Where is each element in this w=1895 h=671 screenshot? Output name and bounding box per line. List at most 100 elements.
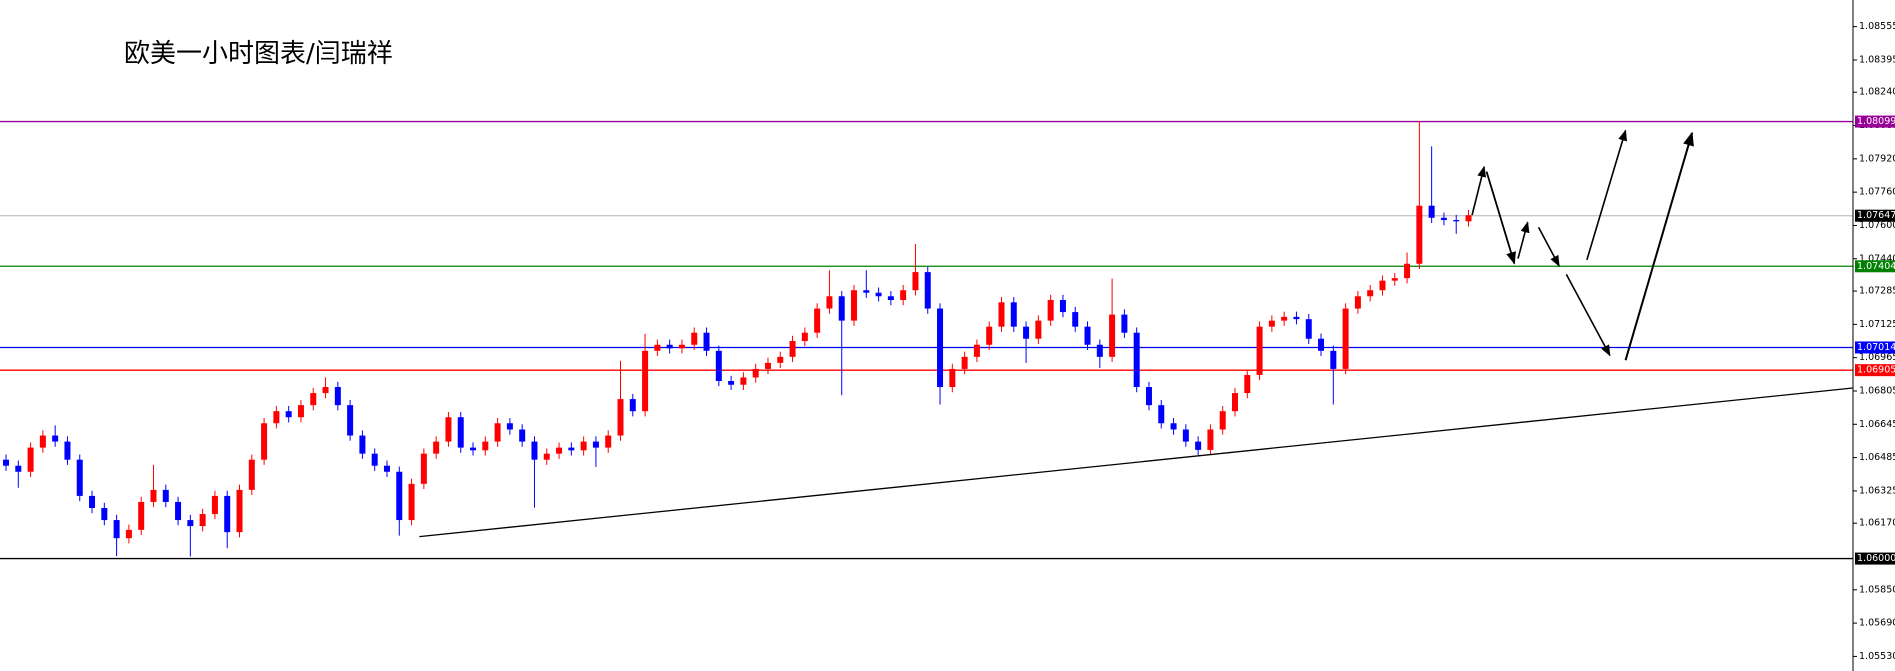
candle-body: [605, 435, 612, 448]
candle-body: [470, 447, 477, 451]
candle-body: [1219, 411, 1226, 430]
candle-body: [1195, 441, 1202, 450]
candle-body: [1207, 429, 1214, 450]
level-label: 1.06000: [1857, 553, 1895, 564]
y-tick-label: 1.08240: [1859, 87, 1895, 98]
candle-body: [568, 447, 575, 451]
drawings: [419, 129, 1852, 537]
candle-body: [986, 326, 993, 345]
candle-body: [912, 272, 919, 291]
candle-body: [678, 344, 685, 349]
y-tick-label: 1.05690: [1859, 618, 1895, 629]
candle-body: [814, 308, 821, 333]
y-tick-label: 1.07285: [1859, 286, 1895, 297]
trend-line: [419, 388, 1852, 537]
candle-body: [408, 483, 415, 521]
candle-body: [1440, 217, 1447, 221]
candle-body: [236, 489, 243, 533]
candle-body: [654, 344, 661, 351]
forecast-arrow: [1539, 227, 1560, 268]
level-label: 1.08099: [1857, 116, 1895, 127]
candle-body: [1133, 332, 1140, 388]
candle-body: [1084, 326, 1091, 345]
candle-body: [187, 520, 194, 527]
candle-body: [1145, 387, 1152, 406]
y-tick-label: 1.07600: [1859, 220, 1895, 231]
axis-layer: 1.085551.083951.082401.080801.079201.077…: [1853, 21, 1895, 662]
candle-body: [445, 417, 452, 442]
candle-body: [900, 290, 907, 301]
candle-body: [617, 399, 624, 436]
candle-body: [1318, 338, 1325, 351]
candle-body: [875, 292, 882, 297]
candle-body: [543, 453, 550, 460]
candle-body: [457, 417, 464, 448]
candle-body: [838, 296, 845, 321]
candle-body: [211, 495, 218, 515]
candle-body: [420, 453, 427, 484]
candle-body: [1379, 280, 1386, 291]
candle-body: [1244, 374, 1251, 394]
candle-body: [961, 356, 968, 369]
forecast-arrow: [1518, 221, 1530, 258]
axis-panel: [1853, 0, 1895, 671]
candle-body: [1096, 344, 1103, 357]
candle-body: [973, 344, 980, 357]
candle-body: [1072, 312, 1079, 327]
forecast-arrow: [1472, 165, 1487, 215]
candle-body: [1404, 263, 1411, 279]
candle-body: [924, 272, 931, 309]
candle-body: [1182, 429, 1189, 442]
y-tick-label: 1.08395: [1859, 54, 1895, 65]
candle-body: [371, 453, 378, 466]
candle-body: [1035, 320, 1042, 339]
y-tick-label: 1.06805: [1859, 385, 1895, 396]
candle-body: [752, 368, 759, 378]
candle-body: [1354, 296, 1361, 309]
candle-body: [248, 459, 255, 490]
chart-title: 欧美一小时图表/闫瑞祥: [124, 39, 393, 69]
candles-layer: [3, 120, 1472, 557]
candle-body: [691, 332, 698, 345]
candle-body: [359, 435, 366, 454]
candle-body: [1391, 278, 1398, 281]
candle-body: [285, 411, 292, 418]
candle-body: [1232, 393, 1238, 412]
candle-body: [482, 441, 489, 451]
candle-body: [1158, 405, 1165, 424]
y-tick-label: 1.06645: [1859, 419, 1895, 430]
candle-body: [1023, 326, 1030, 339]
candle-body: [396, 471, 403, 521]
level-label-bg: [1855, 341, 1895, 354]
candle-body: [531, 441, 538, 460]
candle-body: [224, 495, 231, 533]
level-label-bg: [1855, 115, 1895, 128]
level-label: 1.07404: [1857, 261, 1895, 272]
candle-body: [851, 290, 858, 321]
candle-body: [863, 290, 870, 293]
y-tick-label: 1.06965: [1859, 352, 1895, 363]
candle-body: [1256, 326, 1263, 375]
candle-body: [1367, 290, 1374, 297]
candle-body: [52, 435, 59, 442]
candle-body: [642, 350, 649, 412]
level-label: 1.07647: [1857, 210, 1895, 221]
y-tick-label: 1.07920: [1859, 153, 1895, 164]
y-tick-label: 1.06170: [1859, 518, 1895, 529]
candle-body: [310, 393, 317, 406]
candle-body: [89, 495, 96, 508]
candle-body: [150, 489, 157, 502]
candle-body: [1342, 308, 1349, 369]
candle-body: [1453, 220, 1460, 222]
candle-body: [1059, 300, 1066, 313]
forecast-arrow: [1566, 274, 1610, 357]
candle-body: [76, 459, 83, 496]
candle-body: [764, 362, 771, 369]
candle-body: [1170, 423, 1177, 430]
y-tick-label: 1.07125: [1859, 319, 1895, 330]
forecast-arrow: [1487, 172, 1517, 265]
candle-body: [3, 459, 9, 466]
y-tick-label: 1.05530: [1859, 651, 1895, 662]
